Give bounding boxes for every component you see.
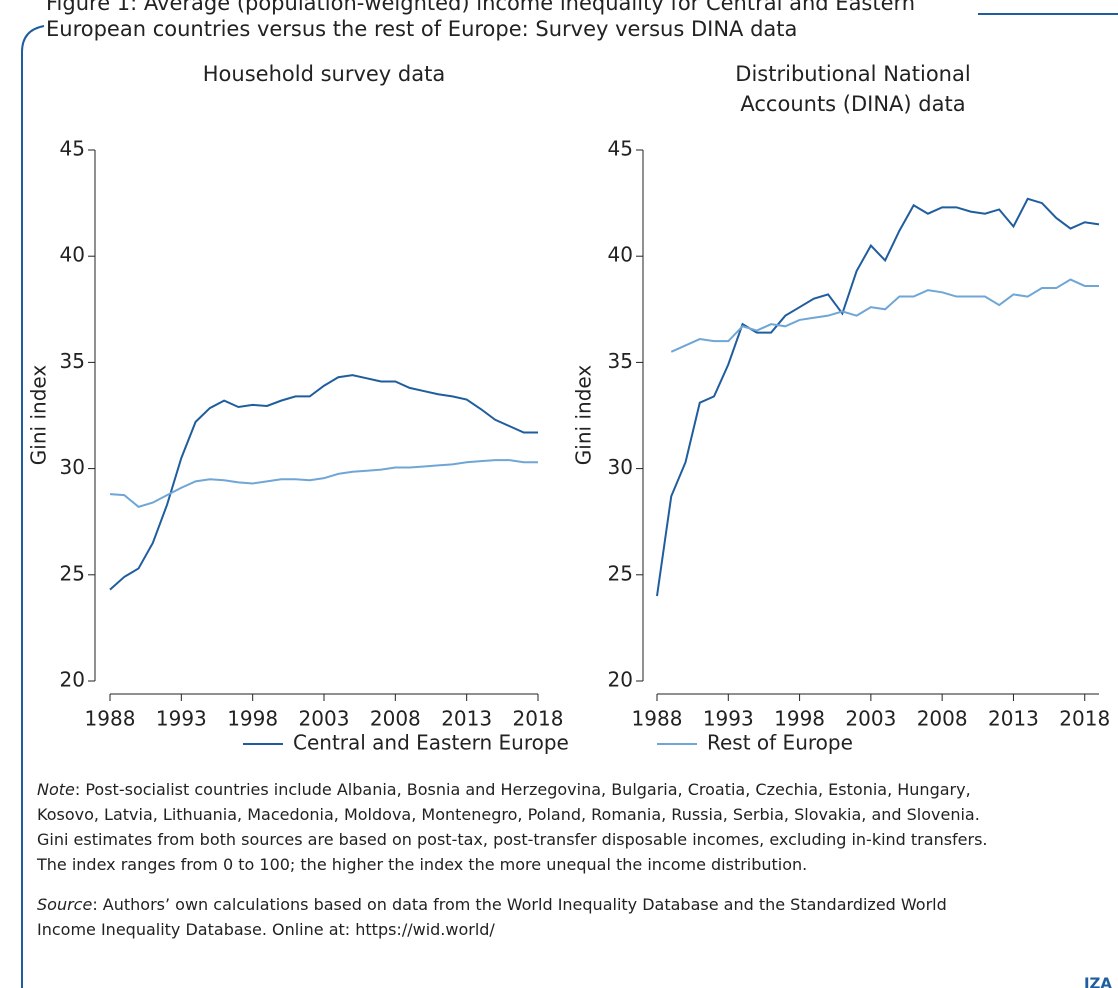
x-tick-label: 2008 [370,707,421,731]
x-tick-label: 2003 [845,707,896,731]
note-text: Kosovo, Latvia, Lithuania, Macedonia, Mo… [37,805,980,824]
source-text: Source: Authors’ own calculations based … [37,895,947,914]
legend-label: Rest of Europe [707,731,853,755]
line-series [109,459,538,508]
y-tick-label: 25 [608,561,633,585]
x-tick-label: 2003 [299,707,350,731]
panel-title: Household survey data [203,62,445,86]
y-tick-label: 20 [608,668,633,692]
logo: IZA [1084,975,1112,988]
x-tick-label: 1998 [227,707,278,731]
note-line: The index ranges from 0 to 100; the high… [36,855,807,874]
frame [21,25,45,988]
figure-title: European countries versus the rest of Eu… [46,17,797,41]
y-tick-label: 40 [60,243,85,267]
line-series [670,278,1099,353]
source-line: Income Inequality Database. Online at: h… [37,920,495,939]
panel-title: Distributional National [735,62,970,86]
note-line: : Post-socialist countries include Alban… [75,780,971,799]
legend-label: Central and Eastern Europe [293,731,569,755]
y-tick-label: 35 [608,349,633,373]
x-tick-label: 2008 [917,707,968,731]
y-axis-label: Gini index [572,365,596,466]
y-tick-label: 40 [608,243,633,267]
note-line: Kosovo, Latvia, Lithuania, Macedonia, Mo… [37,805,980,824]
y-axis-label: Gini index [27,365,51,466]
source-label: Source [37,895,92,914]
note-text: Note: Post-socialist countries include A… [37,780,971,799]
source-line: : Authors’ own calculations based on dat… [92,895,946,914]
y-tick-label: 45 [608,137,633,161]
x-tick-label: 1998 [774,707,825,731]
x-tick-label: 2018 [513,707,564,731]
y-tick-label: 30 [60,455,85,479]
note-text: The index ranges from 0 to 100; the high… [36,855,807,874]
y-tick-label: 20 [60,668,85,692]
line-series [656,197,1100,597]
line-series [109,374,538,591]
x-tick-label: 1988 [85,707,136,731]
y-tick-label: 45 [60,137,85,161]
note-text: Gini estimates from both sources are bas… [37,830,988,849]
note-label: Note [37,780,75,799]
panel-title: Accounts (DINA) data [740,92,965,116]
x-tick-label: 2013 [988,707,1039,731]
note-line: Gini estimates from both sources are bas… [37,830,988,849]
x-tick-label: 2013 [441,707,492,731]
x-tick-label: 1993 [703,707,754,731]
x-tick-label: 1988 [632,707,683,731]
figure-title: Figure 1: Average (population-weighted) … [46,0,915,15]
y-tick-label: 25 [60,561,85,585]
source-text: Income Inequality Database. Online at: h… [37,920,495,939]
x-tick-label: 1993 [156,707,207,731]
y-tick-label: 30 [608,455,633,479]
x-tick-label: 2018 [1059,707,1110,731]
y-tick-label: 35 [60,349,85,373]
